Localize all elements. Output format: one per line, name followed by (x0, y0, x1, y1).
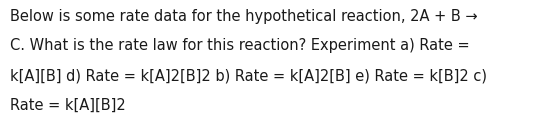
Text: Below is some rate data for the hypothetical reaction, 2A + B →: Below is some rate data for the hypothet… (10, 9, 478, 24)
Text: k[A][B] d) Rate = k[A]2[B]2 b) Rate = k[A]2[B] e) Rate = k[B]2 c): k[A][B] d) Rate = k[A]2[B]2 b) Rate = k[… (10, 68, 487, 83)
Text: Rate = k[A][B]2: Rate = k[A][B]2 (10, 98, 126, 113)
Text: C. What is the rate law for this reaction? Experiment a) Rate =: C. What is the rate law for this reactio… (10, 38, 470, 53)
